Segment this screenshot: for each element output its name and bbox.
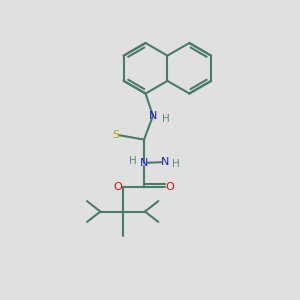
Text: N: N <box>149 111 157 121</box>
Text: O: O <box>114 182 123 192</box>
Text: N: N <box>161 157 169 167</box>
Text: H: H <box>162 114 169 124</box>
Text: H: H <box>129 156 136 166</box>
Text: H: H <box>172 159 180 169</box>
Text: O: O <box>166 182 174 192</box>
Text: N: N <box>140 158 148 168</box>
Text: S: S <box>112 130 119 140</box>
